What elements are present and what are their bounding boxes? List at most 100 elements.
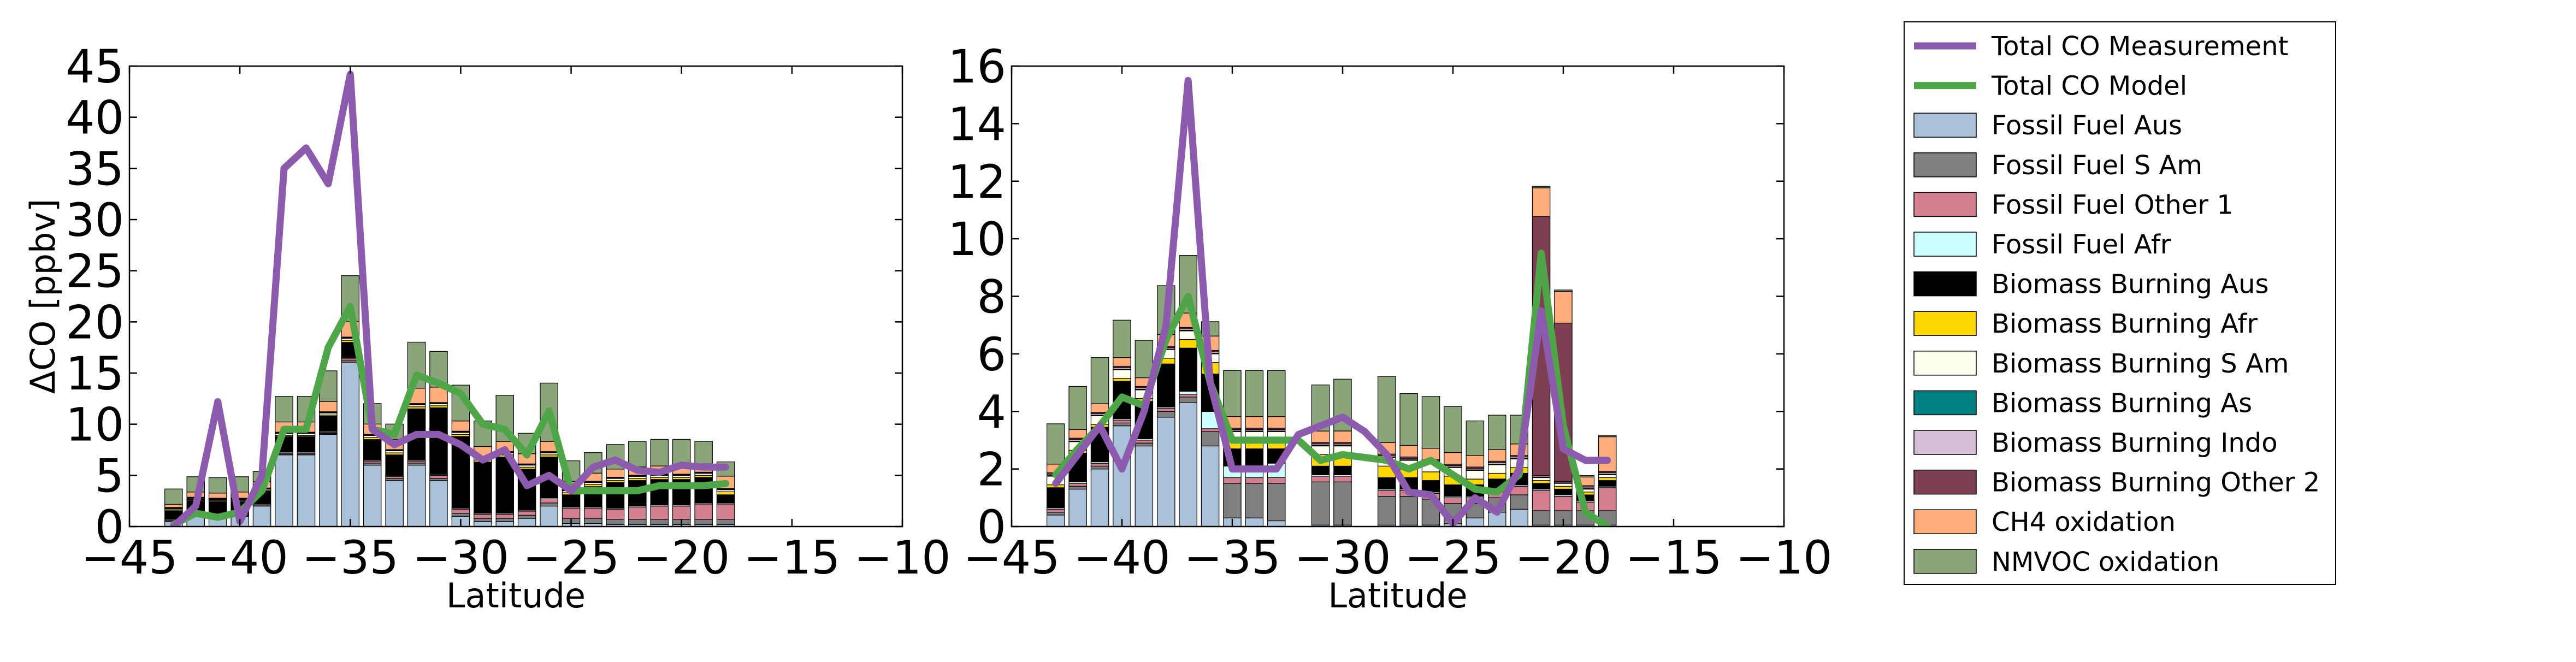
bar-segment-biomass-burning-aus — [1555, 489, 1572, 495]
x-tick-label: −20 — [633, 531, 730, 584]
bar-segment-biomass-burning-aus — [1378, 477, 1396, 489]
bar-segment-nmvoc-oxidation — [1422, 397, 1439, 448]
bar-segment-fossil-fuel-other-1 — [651, 506, 668, 519]
legend-item-biomass-burning-other-2: Biomass Burning Other 2 — [1914, 468, 2320, 498]
y-tick-label: 30 — [66, 193, 124, 247]
bar-segment-nmvoc-oxidation — [1245, 370, 1263, 416]
y-tick-label: 15 — [66, 347, 124, 400]
bar-segment-ch4-oxidation — [209, 493, 227, 498]
bar-segment-fossil-fuel-other-1 — [1555, 496, 1572, 511]
legend-label: Biomass Burning Aus — [1992, 269, 2269, 300]
legend-label: CH4 oxidation — [1992, 507, 2176, 537]
bar-segment-fossil-fuel-s-am — [1179, 397, 1197, 403]
bar-segment-fossil-fuel-other-1 — [540, 499, 558, 503]
bar-segment-fossil-fuel-other-1 — [1091, 463, 1108, 466]
legend-box — [1904, 22, 2336, 584]
y-tick-label: 0 — [977, 500, 1006, 554]
bar-segment-fossil-fuel-s-am — [430, 478, 447, 481]
bar-segment-nmvoc-oxidation — [1488, 415, 1506, 450]
y-tick-label: 12 — [948, 155, 1006, 209]
legend-item-biomass-burning-as: Biomass Burning As — [1914, 388, 2252, 418]
y-tick-label: 8 — [977, 270, 1006, 324]
bar-segment-fossil-fuel-s-am — [1334, 482, 1351, 525]
bar-segment-ch4-oxidation — [1268, 417, 1285, 428]
bar-segment-biomass-burning-s-am — [1599, 475, 1616, 477]
legend-patch-swatch — [1914, 272, 1976, 296]
bar-segment-fossil-fuel-s-am — [407, 463, 425, 465]
bar-segment-biomass-burning-aus — [1157, 364, 1175, 407]
bar-segment-biomass-burning-afr — [1179, 340, 1197, 348]
bar-segment-biomass-burning-aus — [297, 436, 315, 452]
x-tick-label: −40 — [1073, 531, 1170, 584]
bar-segment-nmvoc-oxidation — [651, 439, 668, 466]
bar-segment-nmvoc-oxidation — [165, 489, 182, 504]
y-tick-label: 16 — [948, 40, 1006, 93]
bar-segment-fossil-fuel-other-1 — [430, 475, 447, 478]
bar-segment-fossil-fuel-s-am — [1157, 411, 1175, 417]
x-tick-label: −15 — [1625, 531, 1722, 584]
bar-segment-biomass-burning-afr — [629, 478, 646, 481]
legend-patch-swatch — [1914, 153, 1976, 177]
bar-segment-biomass-burning-aus — [1422, 481, 1439, 492]
bar-segment-fossil-fuel-s-am — [452, 513, 469, 517]
bar-segment-fossil-fuel-s-am — [1400, 496, 1417, 525]
legend-patch-swatch — [1914, 192, 1976, 216]
bar-segment-ch4-oxidation — [606, 469, 624, 477]
bar-segment-biomass-burning-afr — [1555, 486, 1572, 489]
bar-segment-biomass-burning-afr — [1422, 472, 1439, 481]
bar-segment-biomass-burning-s-am — [1113, 370, 1131, 379]
bar-segment-biomass-burning-aus — [474, 462, 492, 513]
bar-segment-fossil-fuel-aus — [1135, 446, 1153, 527]
bar-segment-fossil-fuel-other-1 — [1599, 488, 1616, 511]
bar-segment-ch4-oxidation — [1599, 437, 1616, 471]
bar-segment-fossil-fuel-s-am — [1311, 482, 1329, 525]
bar-segment-fossil-fuel-aus — [1179, 403, 1197, 527]
bar-segment-biomass-burning-afr — [1532, 481, 1550, 483]
legend-patch-swatch — [1914, 430, 1976, 454]
bar-segment-nmvoc-oxidation — [1268, 370, 1285, 416]
legend-item-biomass-burning-aus: Biomass Burning Aus — [1914, 269, 2269, 300]
bar-segment-fossil-fuel-s-am — [651, 519, 668, 524]
bar-segment-biomass-burning-aus — [562, 495, 580, 507]
bar-segment-biomass-burning-s-am — [1555, 483, 1572, 486]
bar-segment-ch4-oxidation — [452, 421, 469, 432]
bar-segment-biomass-burning-aus — [606, 482, 624, 508]
bar-segment-nmvoc-oxidation — [1047, 424, 1065, 464]
legend-label: Biomass Burning Afr — [1992, 309, 2258, 339]
legend-patch-swatch — [1914, 510, 1976, 534]
bar-segment-biomass-burning-aus — [1444, 485, 1462, 496]
bar-segment-fossil-fuel-other-1 — [496, 515, 513, 519]
bar-segment-fossil-fuel-other-1 — [1444, 498, 1462, 504]
y-tick-label: 10 — [948, 212, 1006, 266]
bar-segment-biomass-burning-afr — [1599, 477, 1616, 480]
bar-segment-fossil-fuel-aus — [275, 455, 293, 527]
bar-segment-nmvoc-oxidation — [695, 441, 712, 464]
bar-segment-fossil-fuel-s-am — [717, 519, 734, 524]
legend-patch-swatch — [1914, 113, 1976, 137]
bar-segment-fossil-fuel-other-1 — [717, 504, 734, 519]
legend-patch-swatch — [1914, 549, 1976, 574]
bar-segment-fossil-fuel-s-am — [1224, 483, 1241, 518]
bar-segment-fossil-fuel-aus — [386, 481, 403, 527]
bar-segment-fossil-fuel-s-am — [1510, 495, 1528, 509]
bar-segment-fossil-fuel-aus — [320, 434, 337, 527]
bar-segment-biomass-burning-afr — [1113, 379, 1131, 381]
bar-segment-fossil-fuel-aus — [1113, 426, 1131, 527]
bar-segment-biomass-burning-aus — [386, 455, 403, 476]
bar-segment-ch4-oxidation — [1069, 429, 1086, 438]
legend-label: Fossil Fuel Afr — [1992, 229, 2171, 260]
bar-segment-fossil-fuel-aus — [1047, 515, 1065, 527]
y-tick-label: 40 — [66, 91, 124, 145]
x-tick-label: −15 — [743, 531, 840, 584]
bar-segment-ch4-oxidation — [1400, 445, 1417, 457]
legend-label: NMVOC oxidation — [1992, 547, 2219, 577]
bar-segment-fossil-fuel-other-1 — [518, 511, 536, 516]
x-tick-label: −35 — [302, 531, 399, 584]
bar-segment-fossil-fuel-s-am — [584, 518, 602, 523]
bar-segment-nmvoc-oxidation — [1378, 376, 1396, 442]
bar-segment-nmvoc-oxidation — [209, 478, 227, 493]
bar-segment-fossil-fuel-other-1 — [1047, 509, 1065, 512]
bar-segment-fossil-fuel-aus — [253, 506, 270, 527]
bar-segment-biomass-burning-aus — [364, 440, 381, 460]
